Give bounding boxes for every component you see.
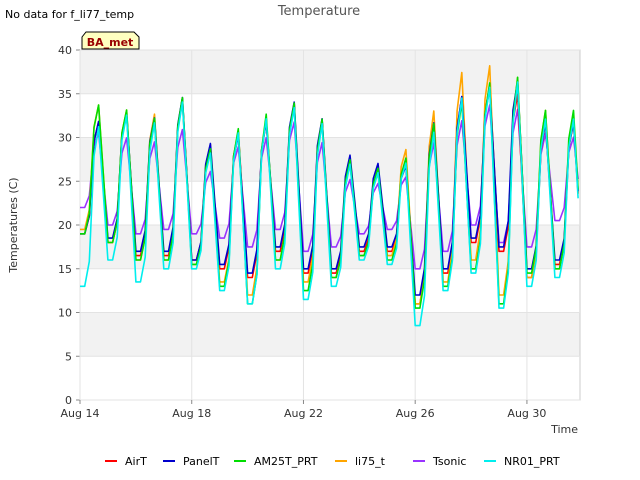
y-tick-label: 20 [58, 219, 72, 232]
no-data-note: No data for f_li77_temp [5, 8, 135, 21]
badge-label: BA_met [87, 36, 134, 49]
background-band [80, 50, 580, 94]
legend-label-panelt: PanelT [183, 455, 220, 468]
chart-title: Temperature [277, 4, 360, 19]
y-tick-label: 10 [58, 307, 72, 320]
x-tick-label: Aug 22 [284, 407, 323, 420]
y-tick-label: 5 [65, 350, 72, 363]
x-tick-label: Aug 14 [61, 407, 100, 420]
background-bands [80, 50, 580, 357]
background-band [80, 312, 580, 357]
y-tick-label: 30 [58, 132, 72, 145]
series-lines [80, 65, 579, 327]
y-tick-label: 40 [58, 44, 72, 57]
legend-label-li75-t: li75_t [355, 455, 386, 468]
badge-shape [81, 31, 140, 50]
y-tick-label: 35 [58, 88, 72, 101]
legend-label-nr01-prt: NR01_PRT [504, 455, 560, 468]
y-tick-label: 25 [58, 175, 72, 188]
x-axis-label: Time [550, 423, 578, 436]
x-tick-label: Aug 26 [396, 407, 435, 420]
background-band [80, 137, 580, 182]
y-tick-label: 15 [58, 263, 72, 276]
series-line-am25t-prt [80, 76, 579, 309]
legend-label-am25t-prt: AM25T_PRT [254, 455, 318, 468]
legend: AirT PanelT AM25T_PRT li75_t Tsonic NR01_PRT [105, 455, 560, 468]
x-tick-label: Aug 18 [172, 407, 211, 420]
badge: BA_met [81, 31, 140, 50]
y-tick-label: 0 [65, 394, 72, 407]
legend-label-airt: AirT [125, 455, 147, 468]
legend-label-tsonic: Tsonic [432, 455, 466, 468]
y-axis-label: Temperatures (C) [7, 177, 20, 273]
x-axis-ticks: Aug 14 Aug 18 Aug 22 Aug 26 Aug 30 [61, 50, 546, 420]
series-line-nr01-prt [80, 81, 579, 327]
x-tick-label: Aug 30 [507, 407, 546, 420]
